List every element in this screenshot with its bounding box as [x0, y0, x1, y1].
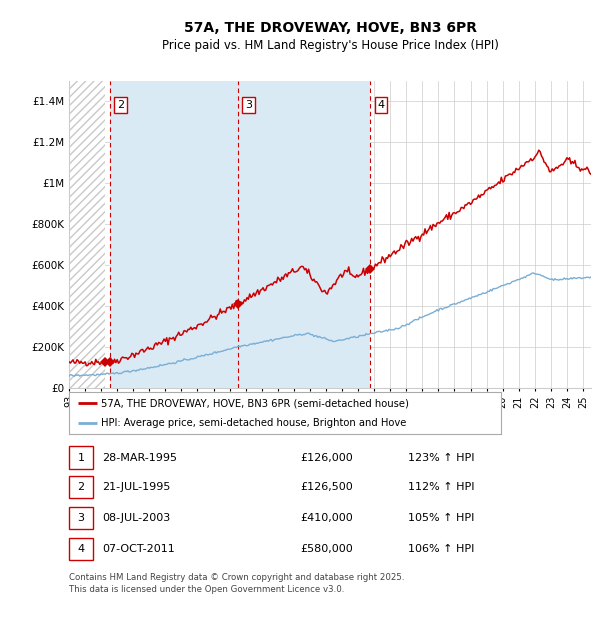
Text: £410,000: £410,000: [300, 513, 353, 523]
Text: 4: 4: [377, 100, 385, 110]
Text: 3: 3: [245, 100, 252, 110]
Text: £126,000: £126,000: [300, 453, 353, 463]
Bar: [69, 81, 105, 388]
Text: 112% ↑ HPI: 112% ↑ HPI: [408, 482, 475, 492]
Text: 07-OCT-2011: 07-OCT-2011: [102, 544, 175, 554]
Text: 57A, THE DROVEWAY, HOVE, BN3 6PR (semi-detached house): 57A, THE DROVEWAY, HOVE, BN3 6PR (semi-d…: [101, 398, 409, 408]
Text: 3: 3: [77, 513, 85, 523]
Text: 4: 4: [77, 544, 85, 554]
Text: 28-MAR-1995: 28-MAR-1995: [102, 453, 177, 463]
Bar: [110, 81, 370, 388]
Text: 123% ↑ HPI: 123% ↑ HPI: [408, 453, 475, 463]
Text: 2: 2: [117, 100, 124, 110]
Text: £126,500: £126,500: [300, 482, 353, 492]
Text: 105% ↑ HPI: 105% ↑ HPI: [408, 513, 475, 523]
Text: 08-JUL-2003: 08-JUL-2003: [102, 513, 170, 523]
Text: 2: 2: [77, 482, 85, 492]
Text: HPI: Average price, semi-detached house, Brighton and Hove: HPI: Average price, semi-detached house,…: [101, 418, 407, 428]
Text: Contains HM Land Registry data © Crown copyright and database right 2025.
This d: Contains HM Land Registry data © Crown c…: [69, 574, 404, 595]
Text: 57A, THE DROVEWAY, HOVE, BN3 6PR: 57A, THE DROVEWAY, HOVE, BN3 6PR: [184, 21, 476, 35]
Text: £580,000: £580,000: [300, 544, 353, 554]
Text: 106% ↑ HPI: 106% ↑ HPI: [408, 544, 475, 554]
Text: 1: 1: [77, 453, 85, 463]
Text: Price paid vs. HM Land Registry's House Price Index (HPI): Price paid vs. HM Land Registry's House …: [161, 40, 499, 52]
Text: 21-JUL-1995: 21-JUL-1995: [102, 482, 170, 492]
